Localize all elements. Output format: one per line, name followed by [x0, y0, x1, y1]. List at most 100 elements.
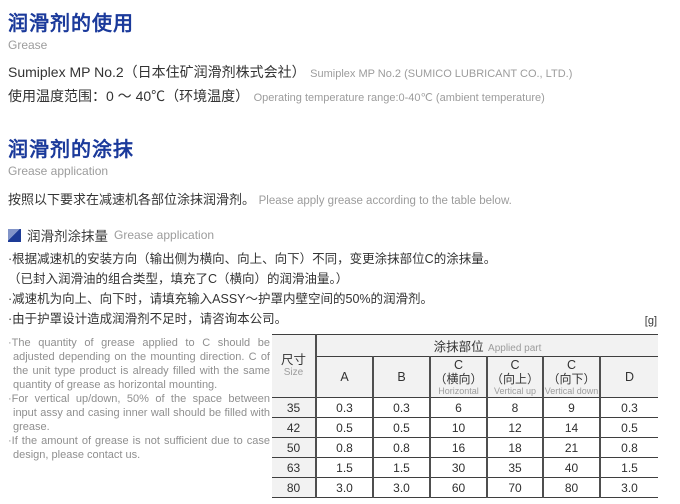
- col-header-content: C （横向） Horizontal: [431, 357, 486, 397]
- col-header-content: D: [601, 357, 658, 397]
- value-cell: 8: [486, 397, 543, 418]
- table-col-header-B: B: [372, 356, 430, 398]
- table-col-header-C: C （横向） Horizontal: [429, 356, 487, 398]
- value-cell: 0.3: [315, 397, 373, 418]
- group-header-zh: 涂抹部位: [433, 339, 484, 354]
- table-row: 35 0.3 0.3 6 8 9 0.3: [272, 397, 658, 418]
- col-header-sub: （向上）: [490, 371, 539, 386]
- col-header-en: Horizontal: [438, 385, 479, 396]
- table-col-header-D: D: [599, 356, 658, 398]
- size-cell: 63: [272, 457, 316, 478]
- value-cell: 0.8: [372, 437, 430, 458]
- section-grease: 润滑剂的使用 Grease: [8, 13, 134, 52]
- value-cell: 1.5: [315, 457, 373, 478]
- table-header-size: 尺寸 Size: [272, 334, 316, 398]
- intro-zh: 按照以下要求在减速机各部位涂抹润滑剂。: [8, 192, 256, 207]
- col-header-en: Vertical up: [493, 385, 537, 396]
- value-cell: 3.0: [599, 477, 658, 498]
- col-header-main: C: [510, 357, 520, 372]
- value-cell: 10: [429, 417, 487, 438]
- value-cell: 60: [429, 477, 487, 498]
- col-header-sub: （横向）: [434, 371, 483, 386]
- col-header-content: C （向下） Vertical down: [544, 357, 599, 397]
- value-cell: 0.8: [315, 437, 373, 458]
- group-header-en: Applied part: [488, 342, 542, 354]
- size-header-zh: 尺寸: [280, 353, 306, 367]
- section-grease-application: 润滑剂的涂抹 Grease application: [8, 139, 134, 178]
- temp-range-en: Operating temperature range:0-40℃ (ambie…: [253, 92, 545, 104]
- value-cell: 0.8: [599, 437, 658, 458]
- note-paragraph-en: ·If the amount of grease is not sufficie…: [8, 435, 270, 461]
- col-header-content: B: [374, 357, 429, 397]
- col-header-main: C: [453, 357, 464, 372]
- table-col-header-A: A: [315, 356, 373, 398]
- value-cell: 6: [429, 397, 487, 418]
- page-title-en: Grease: [8, 38, 48, 52]
- notes-zh: ·根据减速机的安装方向（输出侧为横向、向上、向下）不同，变更涂抹部位C的涂抹量。…: [8, 249, 496, 329]
- product-name-zh: Sumiplex MP No.2（日本住矿润滑剂株式会社）: [8, 64, 306, 80]
- size-header-en: Size: [283, 367, 304, 378]
- notes-en: ·The quantity of grease applied to C sho…: [8, 336, 270, 462]
- value-cell: 1.5: [599, 457, 658, 478]
- temp-range-zh: 使用温度范围：0 ～ 40℃（环境温度）: [8, 88, 250, 104]
- col-header-en: Vertical down: [544, 385, 599, 396]
- col-header-main: D: [624, 369, 635, 384]
- col-header-sub: （向下）: [547, 371, 596, 386]
- value-cell: 12: [486, 417, 543, 438]
- value-cell: 70: [486, 477, 543, 498]
- table-col-header-C: C （向上） Vertical up: [486, 356, 543, 398]
- grease-quantity-table: 尺寸 Size 涂抹部位 Applied part A B C （横向） Horizon…: [272, 334, 658, 498]
- value-cell: 3.0: [372, 477, 430, 498]
- page-title: 润滑剂的使用: [8, 13, 134, 35]
- value-cell: 30: [429, 457, 487, 478]
- value-cell: 18: [486, 437, 543, 458]
- subsection-header: 润滑剂涂抹量 Grease application: [8, 225, 214, 245]
- value-cell: 1.5: [372, 457, 430, 478]
- value-cell: 0.5: [599, 417, 658, 438]
- section-title-en: Grease application: [8, 164, 109, 178]
- value-cell: 0.3: [372, 397, 430, 418]
- value-cell: 0.5: [372, 417, 430, 438]
- blue-square-icon: [8, 228, 21, 242]
- value-cell: 16: [429, 437, 487, 458]
- size-cell: 42: [272, 417, 316, 438]
- note-line-zh: ·由于护罩设计造成润滑剂不足时，请咨询本公司。: [8, 312, 288, 326]
- grease-table-wrap: 尺寸 Size 涂抹部位 Applied part A B C （横向） Horizon…: [272, 334, 658, 498]
- size-cell: 50: [272, 437, 316, 458]
- subsection-title-zh: 润滑剂涂抹量: [27, 229, 108, 244]
- note-line-zh: （已封入润滑油的组合类型，填充了C（横向）的润滑油量。）: [8, 272, 349, 286]
- table-col-header-C: C （向下） Vertical down: [542, 356, 600, 398]
- col-header-content: C （向上） Vertical up: [488, 357, 542, 397]
- value-cell: 0.5: [315, 417, 373, 438]
- table-row: 50 0.8 0.8 16 18 21 0.8: [272, 437, 658, 458]
- note-line-zh: ·根据减速机的安装方向（输出侧为横向、向上、向下）不同，变更涂抹部位C的涂抹量。: [8, 252, 497, 266]
- value-cell: 35: [486, 457, 543, 478]
- value-cell: 40: [542, 457, 600, 478]
- table-row: 42 0.5 0.5 10 12 14 0.5: [272, 417, 658, 438]
- col-header-content: A: [317, 357, 372, 397]
- col-header-main: C: [566, 357, 577, 372]
- value-cell: 0.3: [599, 397, 658, 418]
- value-cell: 14: [542, 417, 600, 438]
- note-paragraph-en: ·The quantity of grease applied to C sho…: [8, 337, 270, 391]
- value-cell: 9: [542, 397, 600, 418]
- table-row: 63 1.5 1.5 30 35 40 1.5: [272, 457, 658, 478]
- value-cell: 80: [542, 477, 600, 498]
- col-header-main: B: [397, 369, 406, 384]
- table-row: 80 3.0 3.0 60 70 80 3.0: [272, 477, 658, 498]
- size-cell: 35: [272, 397, 316, 418]
- value-cell: 3.0: [315, 477, 373, 498]
- value-cell: 21: [542, 437, 600, 458]
- col-header-main: A: [340, 369, 349, 384]
- product-line: Sumiplex MP No.2（日本住矿润滑剂株式会社） Sumiplex M…: [8, 61, 572, 86]
- unit-label: [g]: [644, 315, 657, 327]
- section-title: 润滑剂的涂抹: [8, 139, 134, 161]
- subsection-title-en: Grease application: [114, 228, 215, 242]
- note-paragraph-en: ·For vertical up/down, 50% of the space …: [8, 393, 270, 433]
- note-line-zh: ·减速机为向上、向下时，请填充输入ASSY～护罩内壁空间的50%的润滑剂。: [8, 292, 434, 306]
- intro-line: 按照以下要求在减速机各部位涂抹润滑剂。 Please apply grease …: [8, 189, 512, 208]
- product-name-en: Sumiplex MP No.2 (SUMICO LUBRICANT CO., …: [310, 68, 573, 80]
- intro-en: Please apply grease according to the tab…: [258, 195, 512, 207]
- temperature-line: 使用温度范围：0 ～ 40℃（环境温度） Operating temperatu…: [8, 85, 545, 110]
